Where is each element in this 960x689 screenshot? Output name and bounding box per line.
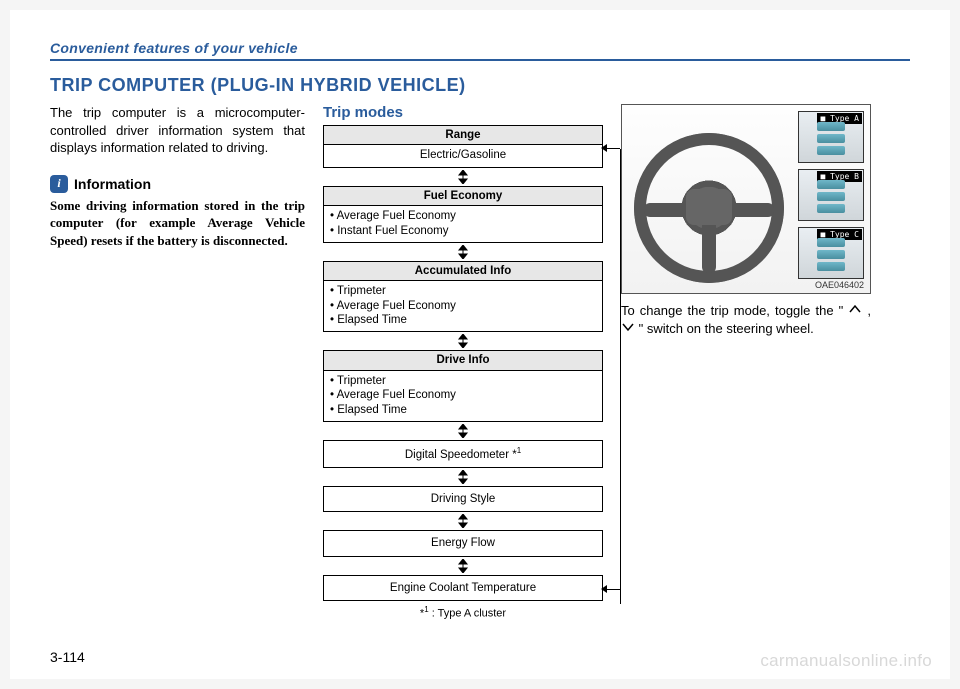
page-number: 3-114 xyxy=(50,649,85,665)
caption-text: " switch on the steering wheel. xyxy=(635,321,814,336)
manual-page: Convenient features of your vehicle TRIP… xyxy=(10,10,950,679)
footnote: *1 : Type A cluster xyxy=(323,605,603,621)
box-coolant-temp: Engine Coolant Temperature xyxy=(323,575,603,601)
chevron-up-icon xyxy=(848,304,862,319)
list-item: Elapsed Time xyxy=(337,314,407,326)
button-cluster-icon xyxy=(817,238,847,274)
box-accumulated-info: Accumulated Info • Tripmeter • Average F… xyxy=(323,261,603,333)
box-drive-info: Drive Info • Tripmeter • Average Fuel Ec… xyxy=(323,350,603,422)
information-body: Some driving information stored in the t… xyxy=(50,197,305,250)
header-rule: Convenient features of your vehicle xyxy=(50,40,910,61)
box-body: Electric/Gasoline xyxy=(324,145,602,166)
loop-line xyxy=(603,149,621,604)
box-head: Fuel Economy xyxy=(324,187,602,206)
callout-type-a: ■ Type A xyxy=(798,111,864,163)
chapter-title: Convenient features of your vehicle xyxy=(50,40,910,56)
middle-column: Trip modes Range Electric/Gasoline Fuel … xyxy=(323,104,603,622)
box-body: • Tripmeter • Average Fuel Economy • Ela… xyxy=(324,281,602,331)
list-item: Average Fuel Economy xyxy=(337,389,456,401)
caption-text: To change the trip mode, toggle the " xyxy=(621,303,848,318)
wheel-hub xyxy=(686,189,732,225)
footnote-ref: 1 xyxy=(517,446,521,455)
box-head: Range xyxy=(324,126,602,145)
steering-wheel-image: ■ Type A ■ Type B ■ Type C xyxy=(621,104,871,294)
right-column: ■ Type A ■ Type B ■ Type C xyxy=(621,104,871,622)
image-caption: To change the trip mode, toggle the " , … xyxy=(621,302,871,337)
connector-icon xyxy=(323,245,603,259)
list-item: Elapsed Time xyxy=(337,404,407,416)
steering-wheel-icon xyxy=(634,133,784,283)
connector-icon xyxy=(323,514,603,528)
callout-type-c: ■ Type C xyxy=(798,227,864,279)
box-speedometer: Digital Speedometer *1 xyxy=(323,440,603,468)
connector-icon xyxy=(323,170,603,184)
trip-modes-flow: Range Electric/Gasoline Fuel Economy • A… xyxy=(323,125,603,622)
box-body: • Average Fuel Economy • Instant Fuel Ec… xyxy=(324,206,602,242)
list-item: Average Fuel Economy xyxy=(337,210,456,222)
box-range: Range Electric/Gasoline xyxy=(323,125,603,168)
callout-type-b: ■ Type B xyxy=(798,169,864,221)
page-title: TRIP COMPUTER (PLUG-IN HYBRID VEHICLE) xyxy=(50,75,910,96)
box-fuel-economy: Fuel Economy • Average Fuel Economy • In… xyxy=(323,186,603,243)
chevron-down-icon xyxy=(621,322,635,337)
box-energy-flow: Energy Flow xyxy=(323,530,603,556)
list-item: Tripmeter xyxy=(337,375,386,387)
button-cluster-icon xyxy=(817,180,847,216)
single-label: Engine Coolant Temperature xyxy=(390,582,536,594)
intro-paragraph: The trip computer is a microcomput­er-co… xyxy=(50,104,305,157)
left-column: The trip computer is a microcomput­er-co… xyxy=(50,104,305,622)
list-item: Instant Fuel Economy xyxy=(337,225,448,237)
button-cluster-icon xyxy=(817,122,847,158)
information-label: Information xyxy=(74,176,151,192)
box-head: Accumulated Info xyxy=(324,262,602,281)
connector-icon xyxy=(323,559,603,573)
box-body: • Tripmeter • Average Fuel Economy • Ela… xyxy=(324,371,602,421)
image-reference: OAE046402 xyxy=(815,280,864,290)
box-head: Drive Info xyxy=(324,351,602,370)
column-layout: The trip computer is a microcomput­er-co… xyxy=(50,104,910,622)
footnote-post: : Type A cluster xyxy=(429,608,506,620)
information-heading: i Information xyxy=(50,175,305,193)
trip-modes-title: Trip modes xyxy=(323,104,603,121)
connector-icon xyxy=(323,334,603,348)
list-item: Average Fuel Economy xyxy=(337,300,456,312)
connector-icon xyxy=(323,424,603,438)
single-label: Digital Speedometer * xyxy=(405,449,517,461)
connector-icon xyxy=(323,470,603,484)
box-driving-style: Driving Style xyxy=(323,486,603,512)
watermark: carmanualsonline.info xyxy=(760,651,932,671)
info-icon: i xyxy=(50,175,68,193)
list-item: Tripmeter xyxy=(337,285,386,297)
